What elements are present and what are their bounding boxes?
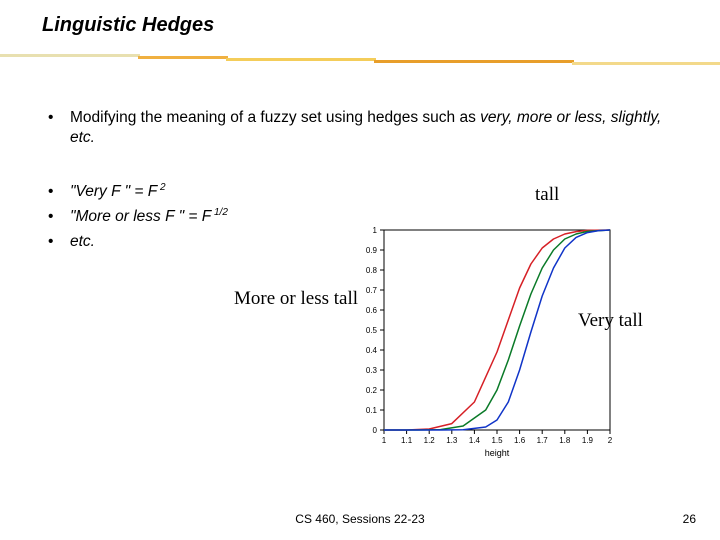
bullet-dot — [48, 230, 70, 255]
svg-text:0.8: 0.8 — [366, 266, 378, 275]
svg-text:1.4: 1.4 — [469, 436, 481, 445]
svg-text:1.9: 1.9 — [582, 436, 594, 445]
moreless-f-text: "More or less F " = F — [70, 208, 211, 225]
hedge-curves-chart: 1 1.1 1.2 1.3 1.4 1.5 1.6 1.7 1.8 1.9 2 0 0.1 0.2 0.3 0… — [330, 218, 630, 466]
svg-text:0.9: 0.9 — [366, 246, 378, 255]
intro-bullet-list: Modifying the meaning of a fuzzy set usi… — [48, 108, 668, 150]
slide-title: Linguistic Hedges — [42, 14, 214, 37]
svg-text:1.3: 1.3 — [446, 436, 458, 445]
svg-text:2: 2 — [608, 436, 613, 445]
svg-text:0.3: 0.3 — [366, 366, 378, 375]
bullet-dot — [48, 108, 70, 128]
svg-text:0.2: 0.2 — [366, 386, 378, 395]
svg-text:0.5: 0.5 — [366, 326, 378, 335]
svg-text:0.1: 0.1 — [366, 406, 378, 415]
label-tall: tall — [535, 184, 559, 206]
svg-text:1.2: 1.2 — [424, 436, 436, 445]
hedge-definition-list: "Very F " = F 2 "More or less F " = F 1/… — [48, 180, 298, 255]
bullet-dot — [48, 205, 70, 230]
svg-text:1.6: 1.6 — [514, 436, 526, 445]
footer-page-number: 26 — [683, 512, 696, 526]
etc-text: etc. — [70, 230, 298, 255]
moreless-f-definition: "More or less F " = F 1/2 — [70, 205, 298, 230]
svg-text:1: 1 — [382, 436, 387, 445]
bullet-dot — [48, 180, 70, 205]
svg-text:1.7: 1.7 — [537, 436, 549, 445]
footer-course: CS 460, Sessions 22-23 — [0, 512, 720, 526]
intro-bullet-text: Modifying the meaning of a fuzzy set usi… — [70, 108, 668, 148]
svg-text:0.7: 0.7 — [366, 286, 378, 295]
svg-text:0.6: 0.6 — [366, 306, 378, 315]
svg-text:height: height — [485, 448, 510, 458]
svg-text:1: 1 — [373, 226, 378, 235]
intro-text-plain: Modifying the meaning of a fuzzy set usi… — [70, 109, 480, 126]
svg-text:0: 0 — [373, 426, 378, 435]
very-f-exp: 2 — [157, 182, 165, 193]
very-f-text: "Very F " = F — [70, 183, 157, 200]
chart-svg: 1 1.1 1.2 1.3 1.4 1.5 1.6 1.7 1.8 1.9 2 0 0.1 0.2 0.3 0… — [330, 218, 630, 466]
svg-text:1.1: 1.1 — [401, 436, 413, 445]
svg-text:1.8: 1.8 — [559, 436, 571, 445]
svg-text:1.5: 1.5 — [491, 436, 503, 445]
svg-text:0.4: 0.4 — [366, 346, 378, 355]
title-underline — [0, 54, 720, 68]
very-f-definition: "Very F " = F 2 — [70, 180, 298, 205]
moreless-f-exp: 1/2 — [211, 207, 228, 218]
